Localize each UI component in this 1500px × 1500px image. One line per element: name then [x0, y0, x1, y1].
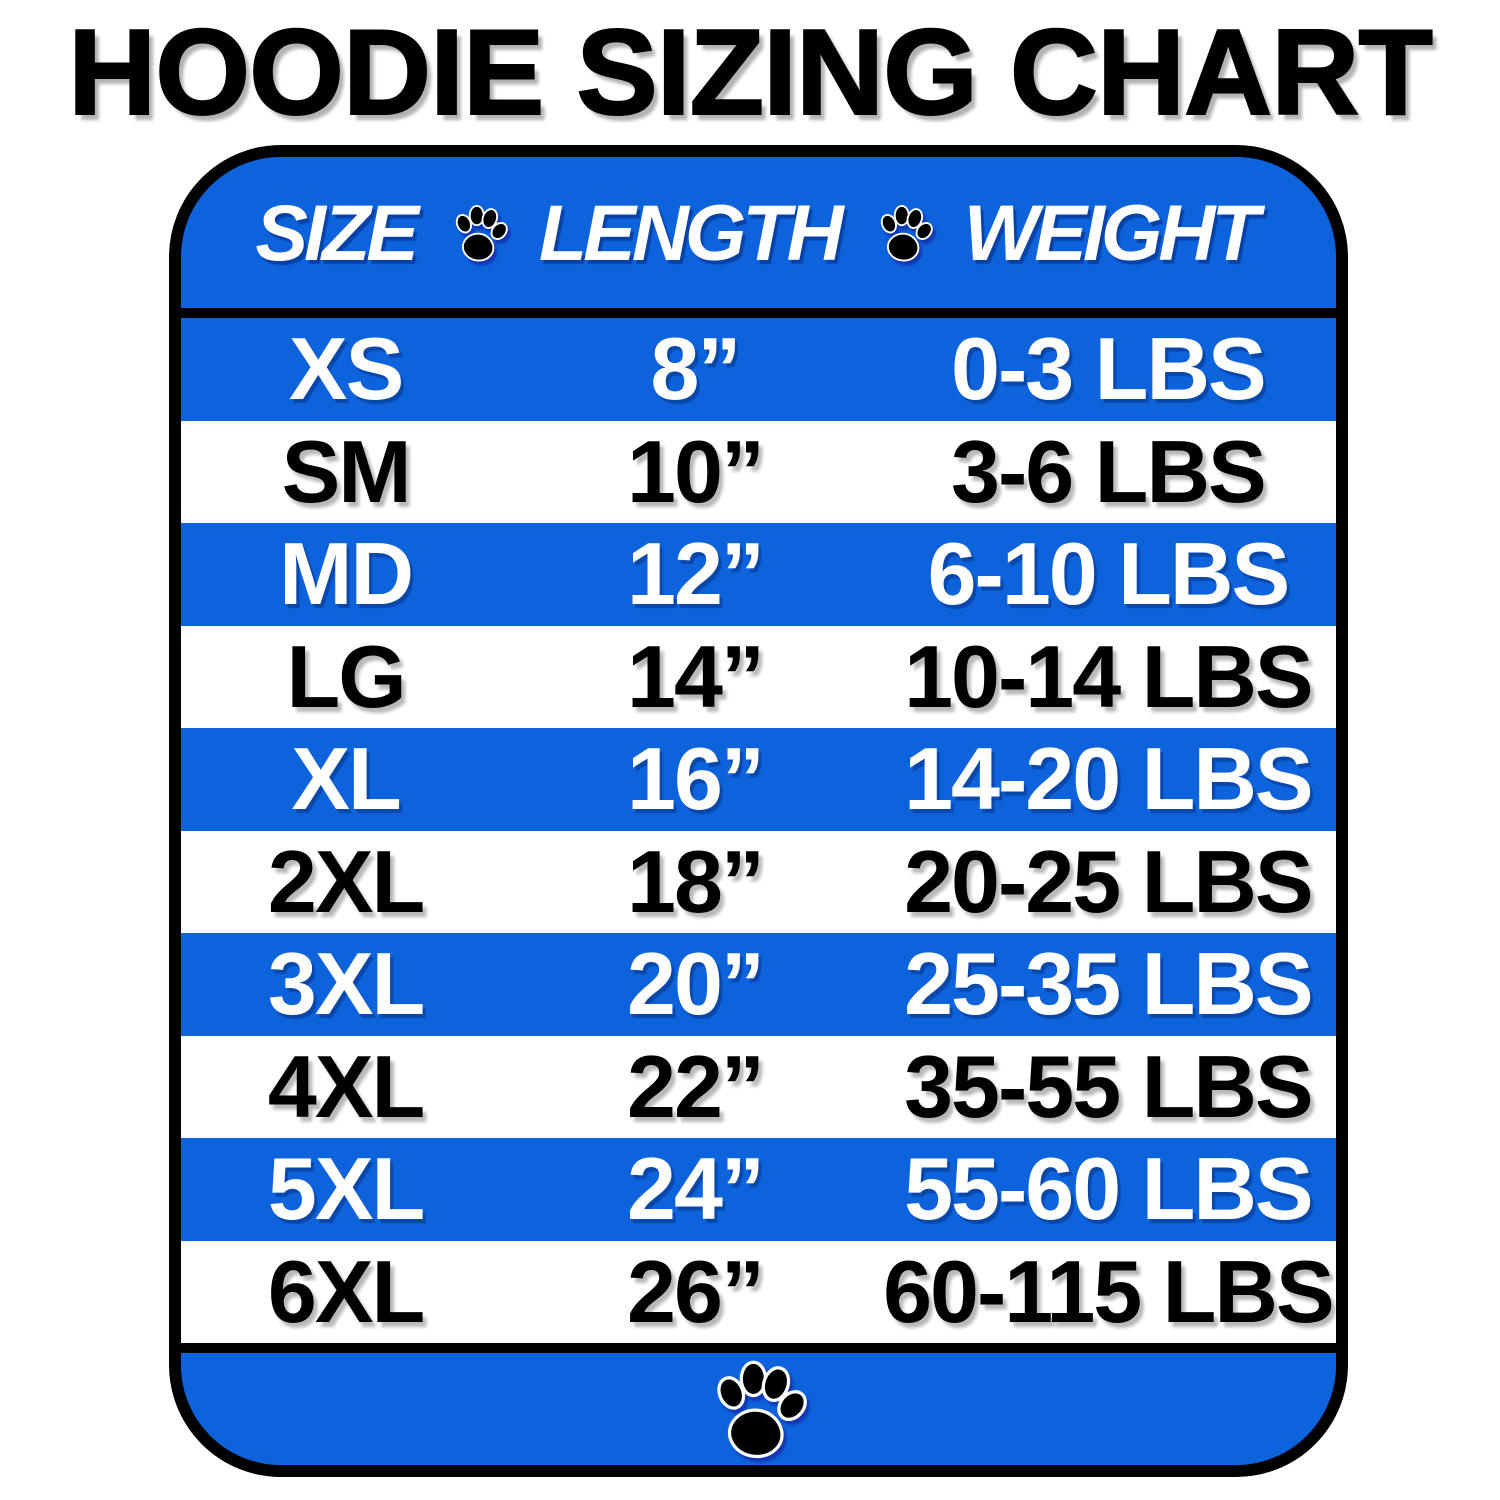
paw-icon — [716, 1360, 807, 1459]
footer-separator — [181, 1343, 1336, 1353]
size-cell: 5XL — [267, 1139, 425, 1239]
card-footer — [181, 1353, 1336, 1465]
table-row: SM 10” 3-6 LBS — [181, 420, 1336, 523]
table-header: SIZE LENGTH WEIGHT — [181, 157, 1336, 308]
table-row: 5XL 24” 55-60 LBS — [181, 1138, 1336, 1241]
paw-icon — [455, 204, 508, 261]
size-cell: 6XL — [267, 1241, 425, 1341]
table-row: 2XL 18” 20-25 LBS — [181, 830, 1336, 933]
table-row: 3XL 20” 25-35 LBS — [181, 933, 1336, 1036]
header-separator — [181, 308, 1336, 318]
length-cell: 8” — [650, 319, 741, 419]
weight-cell: 25-35 LBS — [904, 934, 1314, 1034]
length-cell: 22” — [627, 1036, 765, 1136]
length-cell: 26” — [627, 1241, 765, 1341]
weight-cell: 20-25 LBS — [904, 831, 1314, 931]
weight-cell: 6-10 LBS — [927, 524, 1291, 624]
length-cell: 10” — [627, 421, 765, 521]
length-cell: 18” — [627, 831, 765, 931]
size-cell: MD — [279, 524, 414, 624]
weight-cell: 3-6 LBS — [951, 421, 1267, 521]
size-cell: 4XL — [267, 1036, 425, 1136]
weight-cell: 14-20 LBS — [904, 729, 1314, 829]
weight-cell: 55-60 LBS — [904, 1139, 1314, 1239]
size-cell: 2XL — [267, 831, 425, 931]
table-body: XS 8” 0-3 LBS SM 10” 3-6 LBS MD 12” 6-10… — [181, 318, 1336, 1343]
length-cell: 16” — [627, 729, 765, 829]
table-row: 6XL 26” 60-115 LBS — [181, 1240, 1336, 1343]
table-row: LG 14” 10-14 LBS — [181, 625, 1336, 728]
weight-cell: 10-14 LBS — [904, 626, 1314, 726]
table-row: MD 12” 6-10 LBS — [181, 523, 1336, 626]
sizing-card: SIZE LENGTH WEIGHT XS 8” — [169, 145, 1348, 1477]
size-cell: SM — [281, 421, 412, 521]
table-row: XS 8” 0-3 LBS — [181, 318, 1336, 421]
header-col-weight: WEIGHT — [963, 188, 1260, 277]
weight-cell: 0-3 LBS — [951, 319, 1267, 419]
header-col-size: SIZE — [255, 188, 419, 277]
length-cell: 20” — [627, 934, 765, 1034]
page-title: HOODIE SIZING CHART — [67, 4, 1434, 140]
size-cell: LG — [286, 626, 406, 726]
size-cell: XS — [288, 319, 404, 419]
length-cell: 24” — [627, 1139, 765, 1239]
header-col-length: LENGTH — [538, 188, 844, 277]
table-row: XL 16” 14-20 LBS — [181, 728, 1336, 831]
weight-cell: 35-55 LBS — [904, 1036, 1314, 1136]
weight-cell: 60-115 LBS — [883, 1241, 1335, 1341]
size-cell: XL — [291, 729, 401, 829]
table-row: 4XL 22” 35-55 LBS — [181, 1035, 1336, 1138]
length-cell: 14” — [627, 626, 765, 726]
paw-icon — [880, 204, 933, 261]
size-cell: 3XL — [267, 934, 425, 1034]
length-cell: 12” — [627, 524, 765, 624]
